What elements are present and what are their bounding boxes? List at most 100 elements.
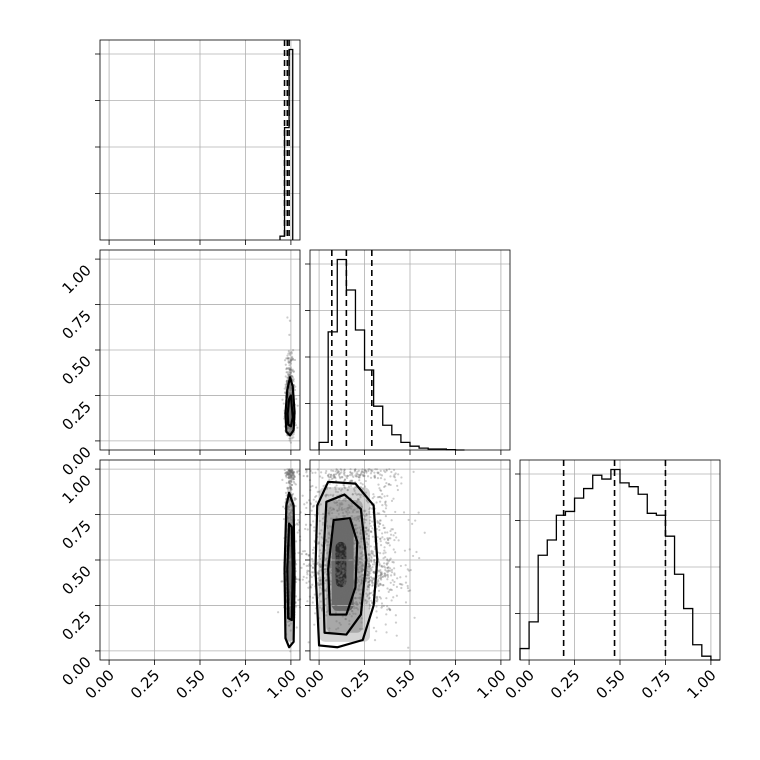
panel2d-0-2-scatter-point xyxy=(288,595,291,598)
panel2d-0-2-scatter-point xyxy=(284,491,288,494)
panel2d-0-2-scatter-point xyxy=(292,478,295,481)
panel2d-0-1-scatter-point xyxy=(289,418,292,421)
panel2d-0-2-scatter-point xyxy=(288,574,291,578)
panel2d-1-2-scatter-point xyxy=(384,566,387,569)
panel2d-0-1-scatter-point xyxy=(287,427,290,430)
panel2d-0-2-scatter-point xyxy=(289,566,292,569)
panel2d-1-2-scatter-point xyxy=(370,591,373,594)
panel2d-1-2-scatter-point xyxy=(370,530,373,534)
panel2d-1-2-scatter-point xyxy=(295,626,298,629)
panel2d-0-2-scatter-point xyxy=(289,471,293,474)
panel2d-1-2-scatter-point xyxy=(324,567,328,571)
panel2d-1-2-scatter-point xyxy=(399,583,403,586)
panel2d-1-2-scatter-point xyxy=(335,539,338,542)
panel2d-1-2-scatter-point xyxy=(336,509,339,513)
panel2d-0-2-scatter-point xyxy=(291,494,294,497)
panel2d-0-2-scatter-point xyxy=(289,480,293,483)
panel2d-0-2-scatter-point xyxy=(288,583,291,586)
panel2d-1-2-scatter-point xyxy=(343,597,346,600)
panel2d-0-2-scatter-point xyxy=(289,567,292,570)
panel2d-0-2-scatter-point xyxy=(289,561,292,564)
panel2d-1-2-scatter-point xyxy=(383,562,386,565)
panel2d-1-2-scatter-point xyxy=(351,574,354,577)
panel2d-0-1-scatter-point xyxy=(283,387,286,390)
panel2d-1-2-scatter-point xyxy=(350,609,354,613)
panel2d-1-2-scatter-point xyxy=(306,600,309,603)
panel2d-1-2-scatter-point xyxy=(354,492,357,495)
panel2d-1-2-scatter-point xyxy=(359,552,362,555)
panel2d-1-2-scatter-point xyxy=(341,527,344,530)
panel2d-1-2-scatter-point xyxy=(316,561,320,564)
panel2d-0-1-scatter-point xyxy=(289,389,292,392)
panel2d-0-2-scatter-point xyxy=(289,586,292,589)
panel2d-1-2-scatter-point xyxy=(411,554,415,558)
panel2d-1-2-scatter-point xyxy=(346,591,349,594)
panel2d-0-2-scatter-point xyxy=(288,567,292,570)
panel2d-0-2-scatter-point xyxy=(285,476,288,479)
panel2d-1-2-scatter-point xyxy=(345,529,348,532)
panel2d-1-2-scatter-point xyxy=(344,617,347,621)
panel2d-1-2-scatter-point xyxy=(389,475,392,478)
panel2d-1-2-scatter-point xyxy=(331,579,335,582)
panel2d-1-2-scatter-point xyxy=(355,524,358,527)
panel2d-1-2-scatter-point xyxy=(347,536,350,539)
panel2d-0-2-scatter-point xyxy=(289,567,292,571)
panel2d-1-2-scatter-point xyxy=(334,569,337,572)
hist-panel-2-xtick-label: 0.00 xyxy=(502,666,538,702)
panel2d-0-2-scatter-point xyxy=(287,469,290,472)
panel2d-0-1-scatter-point xyxy=(289,366,292,369)
panel2d-0-2-scatter-point xyxy=(288,477,291,480)
panel2d-0-1-scatter-point xyxy=(288,430,291,433)
panel2d-1-2-scatter-point xyxy=(337,627,340,630)
panel2d-1-2-scatter-point xyxy=(393,538,396,542)
panel2d-0-2-scatter-point xyxy=(287,472,290,476)
panel2d-1-2-scatter-point xyxy=(383,485,386,489)
panel2d-1-2-scatter-point xyxy=(324,597,328,600)
panel2d-0-2-scatter-point xyxy=(290,483,294,487)
panel2d-0-1-scatter-point xyxy=(292,370,295,373)
panel2d-1-2-scatter-point xyxy=(339,521,343,524)
panel2d-1-2-scatter-point xyxy=(361,483,364,486)
panel2d-1-2-scatter-point xyxy=(319,564,323,567)
panel2d-0-2-scatter-point xyxy=(288,563,291,567)
panel2d-1-2-scatter-point xyxy=(381,536,384,539)
panel2d-1-2-scatter-point xyxy=(319,586,322,589)
panel2d-0-2-scatter-point xyxy=(289,550,292,553)
panel2d-1-2-scatter-point xyxy=(382,584,385,587)
panel2d-1-2-scatter-point xyxy=(335,601,339,604)
panel2d-1-2-scatter-point xyxy=(363,485,367,488)
panel2d-0-2-scatter-point xyxy=(288,584,292,587)
panel2d-0-2-scatter-point xyxy=(288,619,291,623)
panel2d-1-2-scatter-point xyxy=(311,560,314,563)
panel2d-0-1-scatter-point xyxy=(288,386,291,389)
panel2d-1-2-scatter-point xyxy=(343,583,346,587)
panel2d-1-2-scatter-point xyxy=(344,560,347,563)
panel2d-1-2-scatter-point xyxy=(337,581,341,584)
panel2d-1-2-scatter-point xyxy=(367,580,370,583)
panel2d-1-2-scatter-point xyxy=(404,581,408,584)
panel2d-1-2-scatter-point xyxy=(352,565,355,568)
panel2d-1-2-scatter-point xyxy=(311,601,314,604)
panel2d-0-1-scatter-point xyxy=(289,408,292,411)
panel2d-0-2-scatter-point xyxy=(287,471,290,474)
panel2d-0-1-scatter-point xyxy=(289,413,292,416)
panel2d-1-2-scatter-point xyxy=(334,575,337,578)
panel2d-1-2-scatter-point xyxy=(357,476,361,479)
panel2d-1-2-scatter-point xyxy=(350,548,354,551)
panel2d-0-1-scatter-point xyxy=(292,433,295,436)
panel2d-0-1-scatter-point xyxy=(289,367,292,371)
panel2d-0-1-scatter-point xyxy=(289,415,292,418)
panel2d-1-2-scatter-point xyxy=(367,570,371,573)
panel2d-1-2-scatter-point xyxy=(389,557,392,560)
panel2d-1-2-scatter-point xyxy=(329,475,332,479)
panel2d-0-2-scatter-point xyxy=(288,610,291,614)
panel2d-0-2-scatter-point xyxy=(288,563,291,566)
panel2d-0-1-scatter-point xyxy=(288,417,291,421)
panel2d-1-2-scatter-point xyxy=(360,552,363,555)
panel2d-0-2-scatter-point xyxy=(289,564,292,567)
panel2d-1-2-scatter-point xyxy=(392,468,396,472)
panel2d-1-2-scatter-point xyxy=(356,563,360,567)
panel2d-1-2-scatter-point xyxy=(342,536,345,539)
hist-panel-2-xtick-label: 1.00 xyxy=(683,666,719,702)
panel2d-0-2-scatter-point xyxy=(289,468,292,471)
